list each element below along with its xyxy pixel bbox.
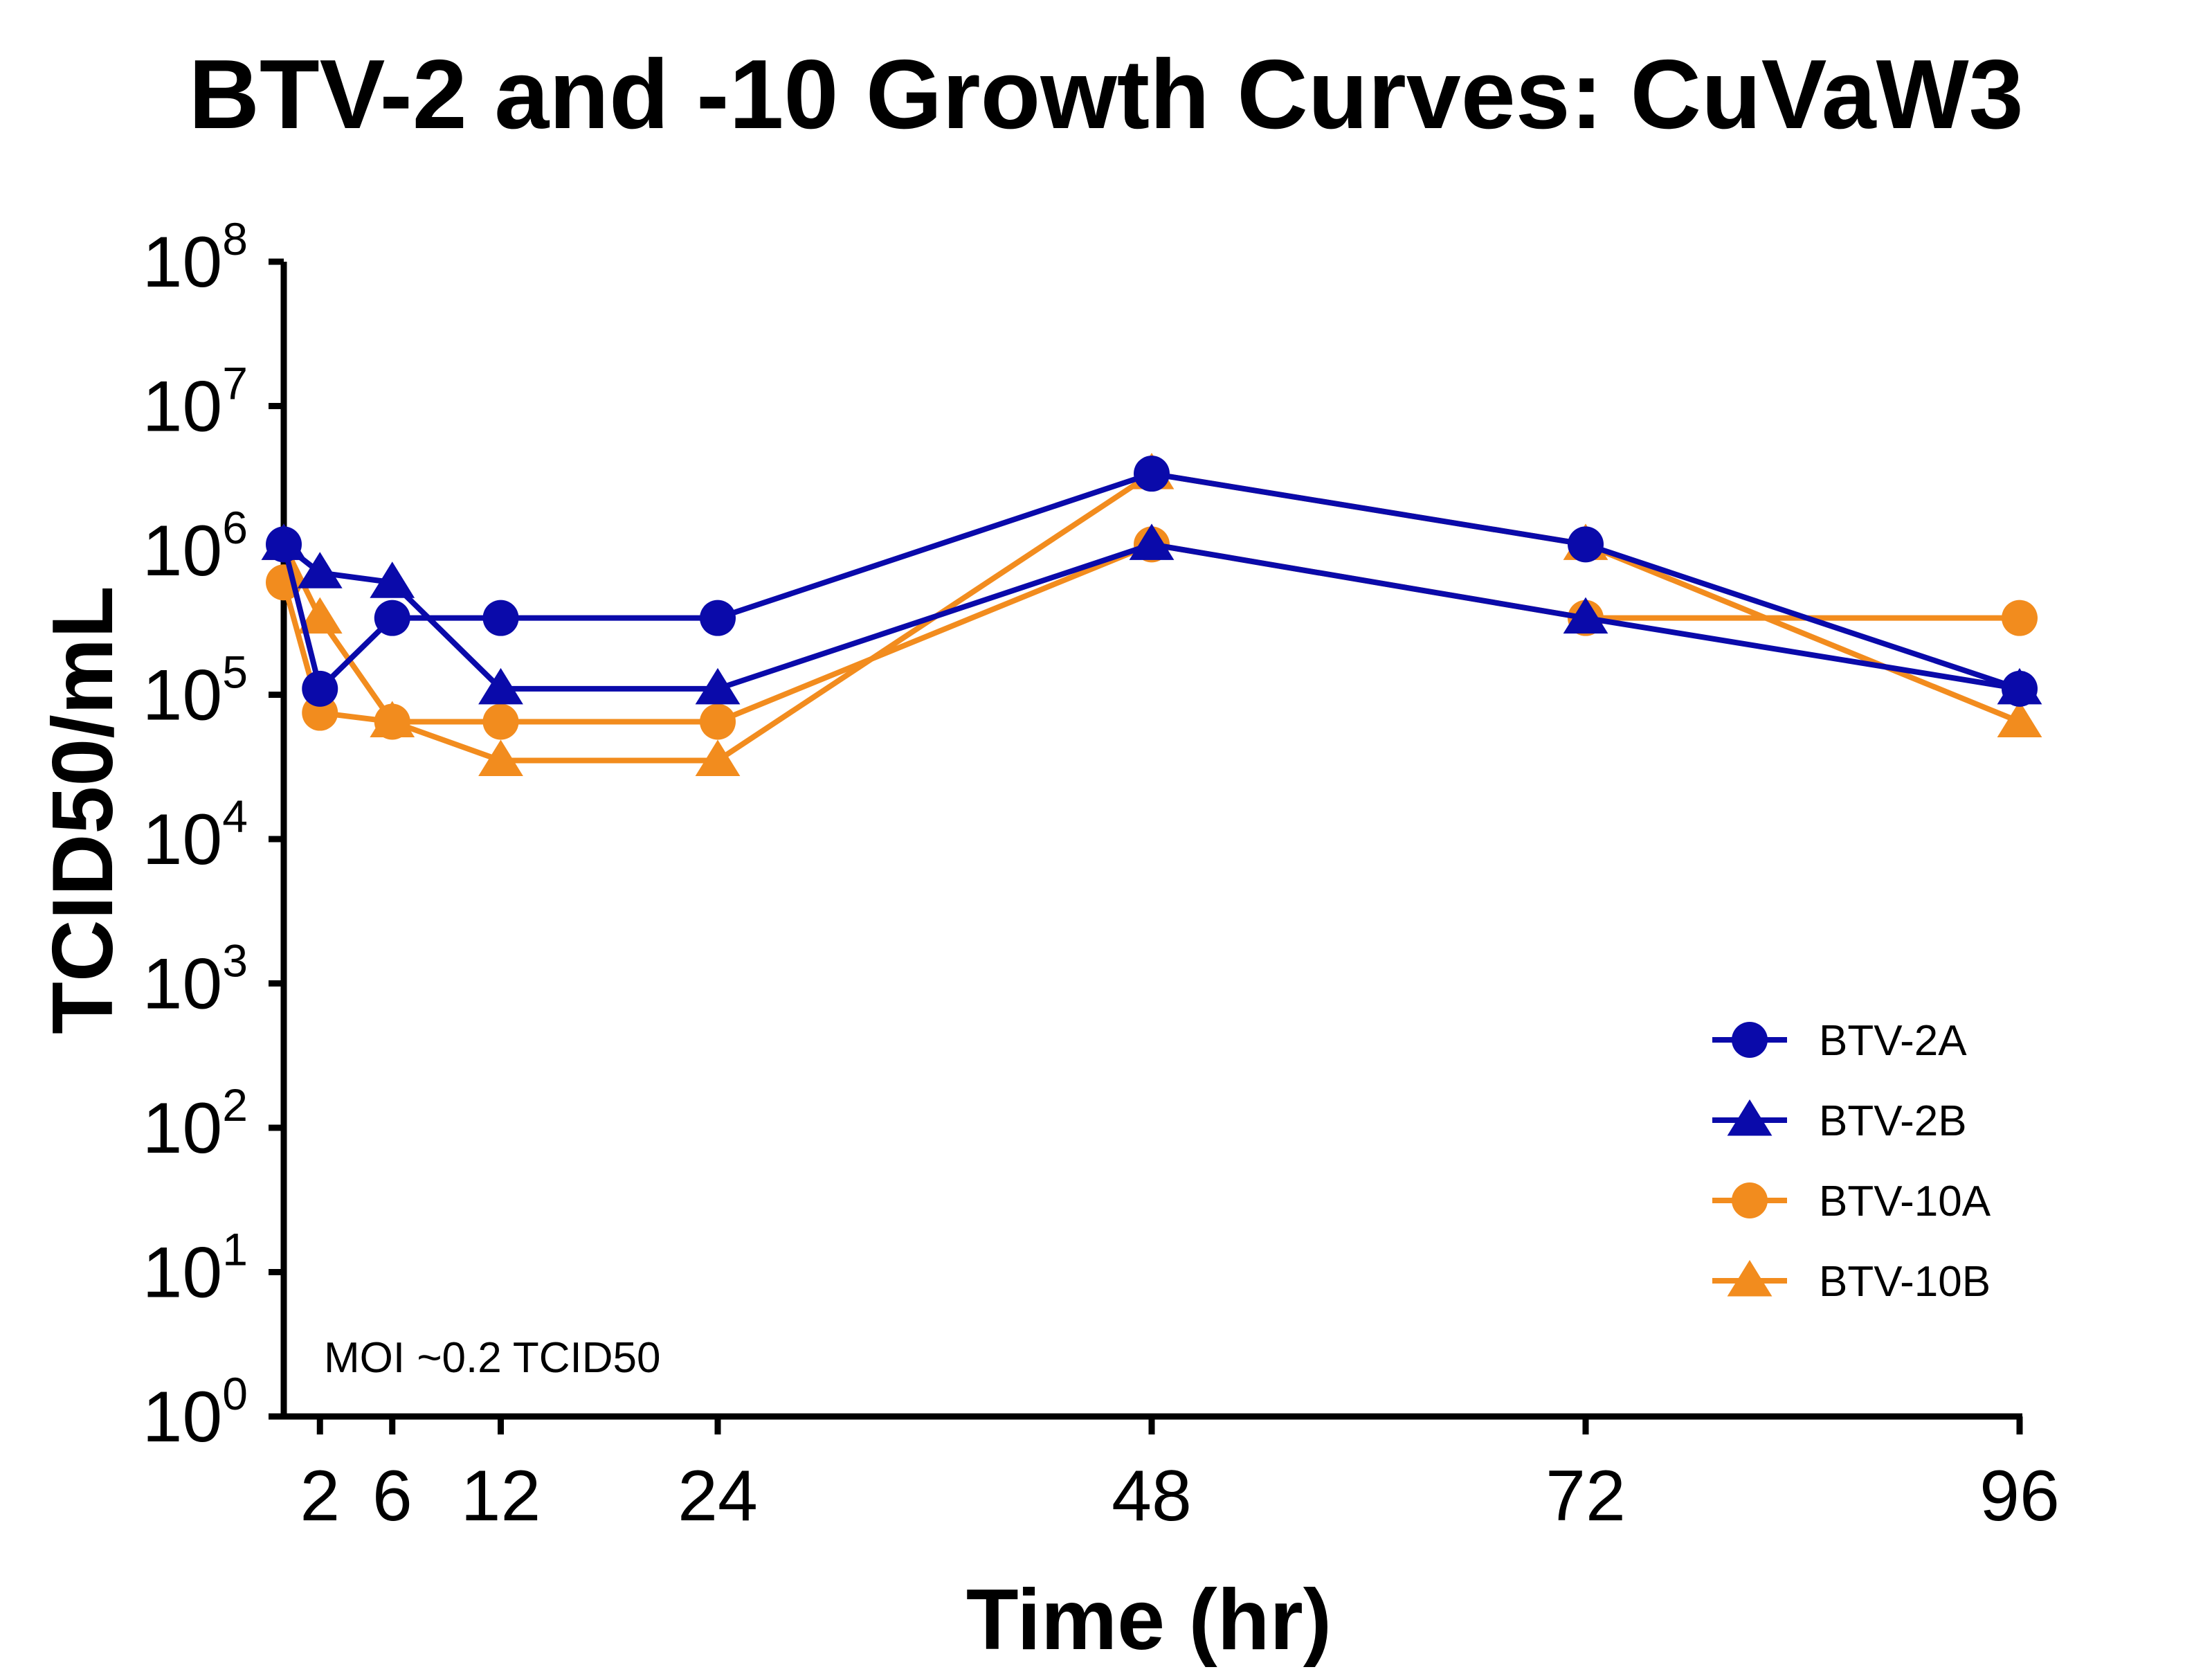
y-tick-base: 10 xyxy=(143,800,223,880)
axes xyxy=(269,258,2023,1434)
chart-title: BTV-2 and -10 Growth Curves: CuVaW3 xyxy=(188,39,2023,150)
y-tick-label: 104 xyxy=(143,791,248,880)
legend-label: BTV-2A xyxy=(1819,1017,1967,1065)
y-tick-base: 10 xyxy=(143,511,223,591)
series-btv-2b xyxy=(261,523,2042,705)
y-tick-label: 100 xyxy=(143,1368,248,1457)
y-tick-base: 10 xyxy=(143,1088,223,1169)
series-line xyxy=(281,541,2020,725)
series-btv-2a xyxy=(266,456,2038,707)
data-point xyxy=(1568,526,1604,563)
legend-swatch-marker xyxy=(1732,1182,1768,1218)
y-tick-base: 10 xyxy=(143,944,223,1025)
y-tick-base: 10 xyxy=(143,367,223,447)
y-tick-exponent: 6 xyxy=(222,502,248,553)
legend-label: BTV-10A xyxy=(1819,1178,1991,1225)
y-tick-label: 106 xyxy=(143,502,248,591)
y-tick-label: 102 xyxy=(143,1079,248,1169)
x-tick-label: 6 xyxy=(372,1456,413,1536)
data-point xyxy=(700,600,736,636)
series-layer xyxy=(261,453,2042,777)
series-btv-10b xyxy=(261,453,2042,777)
y-tick-base: 10 xyxy=(143,222,223,303)
legend-item: BTV-2A xyxy=(1712,1017,1967,1065)
data-point xyxy=(261,523,307,560)
y-tick-exponent: 2 xyxy=(222,1079,248,1131)
y-tick-label: 108 xyxy=(143,213,248,303)
y-tick-exponent: 4 xyxy=(222,791,248,842)
y-tick-base: 10 xyxy=(143,1377,223,1457)
data-point xyxy=(478,739,523,777)
data-point xyxy=(1563,597,1608,634)
y-tick-exponent: 1 xyxy=(222,1224,248,1275)
data-point xyxy=(695,739,741,777)
legend-item: BTV-10B xyxy=(1712,1258,1991,1306)
legend: BTV-2A BTV-2B BTV-10A BTV-10B xyxy=(1712,1017,1991,1306)
y-tick-exponent: 3 xyxy=(222,935,248,987)
data-point xyxy=(482,600,519,636)
x-tick-label: 96 xyxy=(1979,1456,2060,1536)
y-tick-exponent: 5 xyxy=(222,647,248,698)
y-tick-base: 10 xyxy=(143,1233,223,1313)
data-point xyxy=(297,597,343,634)
data-point xyxy=(370,701,415,738)
data-point xyxy=(370,561,415,598)
y-tick-label: 103 xyxy=(143,935,248,1025)
x-tick-label: 48 xyxy=(1112,1456,1192,1536)
y-tick-exponent: 0 xyxy=(222,1368,248,1419)
data-point xyxy=(695,667,741,705)
legend-item: BTV-10A xyxy=(1712,1178,1991,1225)
x-tick-label: 24 xyxy=(678,1456,758,1536)
moi-annotation: MOI ~0.2 TCID50 xyxy=(324,1334,660,1382)
y-tick-label: 105 xyxy=(143,647,248,736)
legend-item: BTV-2B xyxy=(1712,1097,1967,1145)
x-tick-labels: 2 6 12 24 48 72 96 xyxy=(300,1456,2060,1536)
y-tick-label: 101 xyxy=(143,1224,248,1313)
data-point xyxy=(482,703,519,740)
legend-swatch-marker xyxy=(1732,1022,1768,1058)
data-point xyxy=(1134,456,1170,492)
y-axis-label: TCID50/mL xyxy=(35,586,131,1034)
legend-label: BTV-10B xyxy=(1819,1258,1991,1306)
data-point xyxy=(374,600,410,636)
data-point xyxy=(1997,667,2042,705)
legend-label: BTV-2B xyxy=(1819,1097,1967,1145)
x-tick-label: 2 xyxy=(300,1456,340,1536)
y-tick-base: 10 xyxy=(143,656,223,736)
data-point xyxy=(302,670,338,707)
data-point xyxy=(478,667,523,705)
data-point xyxy=(700,703,736,740)
data-point xyxy=(1129,523,1175,560)
data-point xyxy=(1997,701,2042,738)
x-tick-label: 12 xyxy=(461,1456,541,1536)
x-tick-label: 72 xyxy=(1545,1456,1626,1536)
series-line xyxy=(281,471,2021,692)
legend-swatch-marker xyxy=(1727,1260,1773,1297)
y-tick-label: 107 xyxy=(143,358,248,447)
legend-swatch-marker xyxy=(1727,1099,1773,1136)
x-axis-label: Time (hr) xyxy=(966,1572,1332,1668)
data-point xyxy=(2002,600,2038,636)
y-tick-exponent: 8 xyxy=(222,213,248,264)
y-tick-exponent: 7 xyxy=(222,358,248,409)
data-point xyxy=(297,552,343,588)
